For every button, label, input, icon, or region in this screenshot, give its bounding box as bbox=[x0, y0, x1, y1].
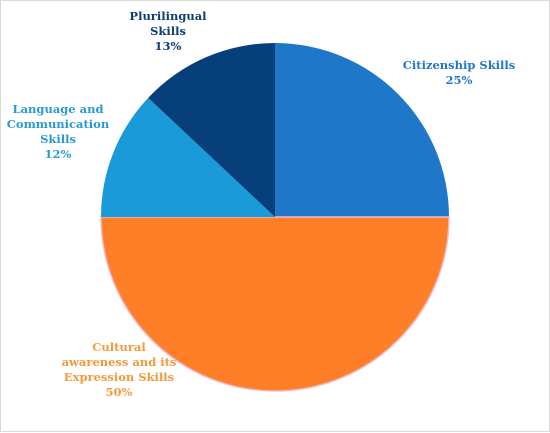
pie-slice-2 bbox=[100, 216, 450, 392]
pie-label-text: Expression Skills bbox=[64, 370, 174, 384]
pie-label-text: Cultural bbox=[92, 340, 146, 354]
pie-label-text: awareness and its bbox=[62, 355, 177, 369]
pie-label-value: 25% bbox=[446, 73, 473, 87]
pie-label-4: Plurilingual Skills 13% bbox=[129, 9, 207, 53]
pie-label-value: 50% bbox=[106, 385, 133, 399]
pie-label-value: 13% bbox=[155, 39, 182, 53]
pie-labels: Citizenship Skills 25% Cultural awareness a… bbox=[7, 9, 515, 399]
pie-slice-1 bbox=[275, 43, 449, 217]
pie-slice-4 bbox=[148, 43, 275, 217]
pie-label-text: Skills bbox=[150, 24, 186, 38]
pie-label-text: Language and bbox=[13, 102, 104, 116]
pie-label-3: Language and Communication Skills 12% bbox=[7, 102, 110, 161]
pie-slices bbox=[100, 43, 450, 392]
pie-label-2: Cultural awareness and its Expression Skil… bbox=[62, 340, 177, 399]
pie-label-text: Communication bbox=[7, 117, 110, 131]
pie-label-text: Citizenship Skills bbox=[403, 58, 516, 72]
pie-label-value: 12% bbox=[45, 147, 72, 161]
pie-label-1: Citizenship Skills 25% bbox=[403, 58, 516, 87]
pie-slice-3 bbox=[101, 97, 275, 217]
pie-label-text: Skills bbox=[40, 132, 76, 146]
pie-label-text: Plurilingual bbox=[129, 9, 207, 23]
